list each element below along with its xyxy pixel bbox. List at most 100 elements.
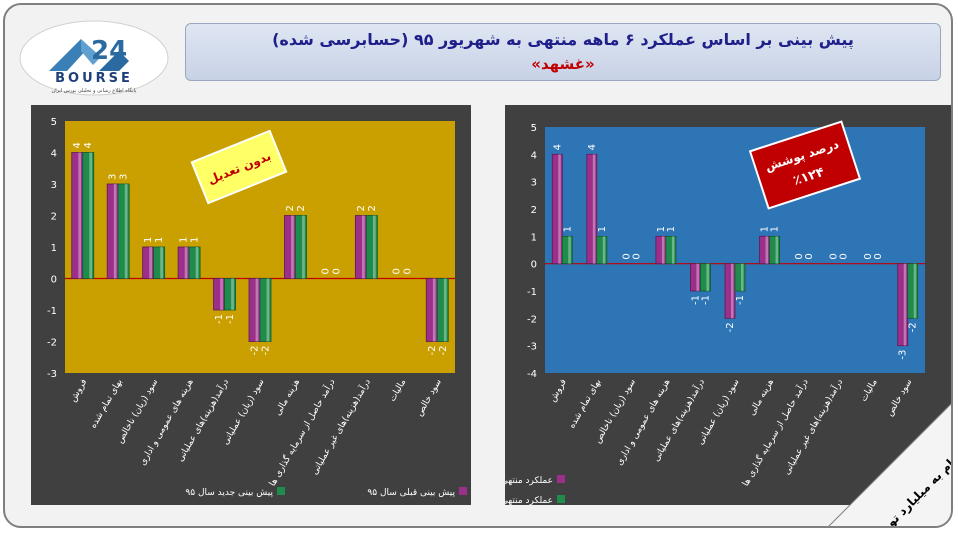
y-tick-label: 2: [51, 212, 57, 223]
bar-highlight: [372, 215, 376, 279]
bar: [354, 215, 367, 279]
y-tick-label: -2: [527, 314, 537, 325]
data-label: -3: [898, 350, 909, 360]
data-label: 0: [320, 268, 331, 274]
bar-highlight: [149, 247, 152, 279]
data-label: 0: [631, 253, 642, 259]
bar-highlight: [775, 236, 779, 264]
bar-highlight: [661, 236, 665, 264]
category-label: هزینه مالی: [747, 377, 776, 417]
data-label: 2: [285, 205, 296, 211]
title-box: پیش بینی بر اساس عملکرد ۶ ماهه منتهی به …: [185, 23, 941, 81]
right-badge: درصد پوشش٪۱۲۴: [748, 120, 862, 210]
bar-highlight: [903, 263, 907, 346]
data-label: 1: [656, 226, 667, 232]
legend-swatch: [557, 495, 565, 503]
data-label: 0: [873, 253, 884, 259]
bar-highlight: [558, 154, 561, 264]
bar-highlight: [89, 152, 93, 279]
bar: [700, 263, 711, 292]
y-tick-label: -3: [527, 342, 537, 353]
legend-label: پیش بینی جدید سال ۹۵: [185, 488, 273, 498]
y-tick-label: 1: [51, 243, 57, 254]
bar: [117, 183, 130, 279]
bar: [436, 278, 449, 342]
data-label: 1: [143, 237, 154, 243]
bar-highlight: [602, 236, 606, 264]
bar: [551, 153, 563, 265]
bar: [897, 263, 909, 347]
left-badge: بدون تعدیل: [190, 129, 288, 205]
bar: [759, 235, 770, 265]
bar: [665, 235, 677, 265]
y-tick-label: 3: [51, 180, 57, 191]
bourse24-logo: 24 BOURSE پایگاه اطلاع رسانی و تحلیلی بو…: [19, 19, 169, 97]
data-label: 0: [794, 253, 805, 259]
bar-highlight: [255, 278, 259, 342]
bar-highlight: [765, 236, 769, 264]
data-label: 1: [190, 237, 201, 243]
bar-highlight: [78, 152, 82, 279]
category-label: درآمد(هزینه)های غیر عملیاتی: [308, 377, 373, 477]
y-tick-label: 1: [531, 232, 537, 243]
plot-area: [545, 127, 925, 373]
bar-highlight: [266, 278, 270, 342]
bar-highlight: [184, 247, 188, 279]
data-label: -2: [250, 346, 261, 356]
bar: [177, 246, 190, 279]
bar-highlight: [160, 247, 163, 279]
bar-highlight: [671, 236, 675, 264]
data-label: 1: [666, 226, 677, 232]
legend-swatch: [277, 487, 285, 495]
data-label: 2: [356, 205, 367, 211]
data-label: -2: [438, 346, 449, 356]
bar-highlight: [195, 247, 199, 279]
right-badge-box: [748, 120, 862, 210]
bar-highlight: [291, 215, 294, 279]
logo-brand: BOURSE: [55, 71, 133, 86]
page-title: پیش بینی بر اساس عملکرد ۶ ماهه منتهی به …: [272, 30, 854, 49]
legend-swatch: [557, 475, 565, 483]
bar: [561, 235, 573, 265]
category-label: درآمد حاصل از سرمایه گذاری ها: [266, 377, 337, 489]
symbol-title: «غشهد»: [531, 55, 595, 73]
y-tick-label: -3: [47, 369, 57, 380]
data-label: 2: [367, 205, 378, 211]
bar: [586, 153, 598, 265]
bar: [365, 215, 378, 279]
bar-highlight: [913, 263, 917, 319]
data-label: 0: [391, 268, 402, 274]
bar-highlight: [696, 263, 699, 291]
data-label: -1: [690, 295, 701, 305]
y-tick-label: 0: [531, 260, 537, 271]
bar-highlight: [220, 278, 223, 310]
bar: [596, 235, 608, 265]
bar: [769, 235, 780, 265]
legend-label: پیش بینی قبلی سال ۹۵: [367, 488, 455, 498]
legend-label: عملکرد منتهی به ۹۴/۰۶/۳۱: [505, 476, 553, 486]
y-tick-label: 3: [531, 178, 537, 189]
category-label: فروش: [548, 378, 569, 404]
data-label: 2: [296, 205, 307, 211]
data-label: -2: [427, 346, 438, 356]
data-label: 0: [863, 253, 874, 259]
category-label: درآمد حاصل از سرمایه گذاری ها: [739, 377, 810, 489]
data-label: -1: [735, 295, 746, 305]
y-tick-label: -4: [527, 369, 537, 380]
y-tick-label: 4: [531, 150, 537, 161]
bar-highlight: [568, 236, 571, 264]
data-label: -1: [700, 295, 711, 305]
bar: [259, 278, 272, 342]
unit-note: ارقام به میلیارد تومان: [828, 403, 951, 526]
data-label: 3: [108, 174, 119, 180]
bar: [153, 246, 166, 279]
bar-highlight: [124, 184, 128, 279]
bar: [907, 263, 919, 319]
data-label: 0: [829, 253, 840, 259]
y-tick-label: 5: [531, 123, 537, 134]
bar-highlight: [592, 154, 596, 264]
y-tick-label: -1: [47, 306, 57, 317]
bar-highlight: [113, 184, 117, 279]
